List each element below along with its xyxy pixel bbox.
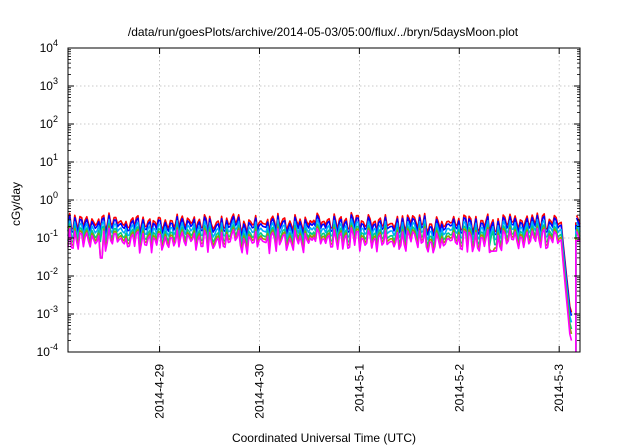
y-axis-ticks: 10-4 10-3 10-2 10-1 100 101 102 103 104 [37,38,580,359]
y-tick-label: 10-3 [37,304,58,321]
grid [68,48,580,352]
x-axis-label: Coordinated Universal Time (UTC) [232,431,416,445]
x-tick-label: 2014-5-2 [452,364,466,412]
series-group [67,211,581,352]
y-tick-label: 10-1 [37,228,58,245]
x-tick-label: 2014-4-29 [153,364,167,419]
x-tick-label: 2014-5-1 [352,364,366,412]
y-axis-label: cGy/day [9,182,23,226]
x-tick-label: 2014-5-3 [552,364,566,412]
x-tick-label: 2014-4-30 [252,364,266,419]
y-tick-label: 10-4 [37,342,58,359]
y-tick-label: 101 [40,152,58,169]
chart-title: /data/run/goesPlots/archive/2014-05-03/0… [128,25,519,39]
x-axis-ticks: 2014-4-29 2014-4-30 2014-5-1 2014-5-2 2014-5… [153,48,566,419]
y-tick-label: 10-2 [37,266,58,283]
y-tick-label: 102 [40,114,58,131]
y-tick-label: 103 [40,76,58,93]
y-tick-label: 100 [40,190,58,207]
series-line [67,227,581,352]
y-tick-label: 104 [40,38,58,55]
